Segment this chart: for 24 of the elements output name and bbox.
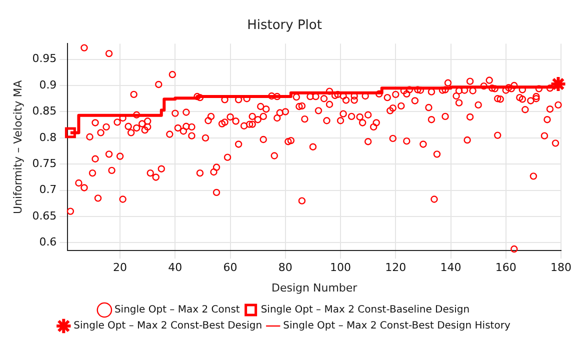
x-tick-label: 80: [278, 261, 292, 274]
chart-title: History Plot: [247, 18, 322, 34]
y-tick-label: 0.75: [32, 156, 57, 170]
y-axis-title: Uniformity – Velocity MA: [11, 80, 24, 214]
x-tick-label: 100: [330, 261, 352, 274]
x-tick-label: 20: [113, 261, 128, 274]
y-tick-label: 0.6: [39, 236, 57, 249]
y-tick-label: 0.8: [39, 130, 57, 144]
x-tick-label: 120: [385, 261, 406, 274]
y-tick-label: 0.65: [32, 209, 57, 222]
x-tick-label: 40: [168, 261, 182, 274]
y-tick-label: 0.95: [32, 52, 57, 66]
legend-label: Single Opt – Max 2 Const-Baseline Design: [260, 304, 470, 316]
y-tick-label: 0.85: [32, 104, 57, 118]
legend-label: Single Opt – Max 2 Const-Best Design History: [283, 320, 510, 332]
x-tick-label: 60: [223, 261, 238, 274]
legend-label: Single Opt – Max 2 Const-Best Design: [74, 320, 262, 332]
x-tick-label: 180: [550, 261, 572, 274]
y-tick-label: 0.7: [39, 183, 57, 196]
y-tick-label: 0.9: [39, 78, 57, 92]
x-tick-label: 160: [495, 261, 516, 274]
x-tick-label: 140: [440, 261, 462, 274]
legend-label: Single Opt – Max 2 Const: [114, 304, 240, 316]
x-axis-title: Design Number: [272, 281, 358, 294]
